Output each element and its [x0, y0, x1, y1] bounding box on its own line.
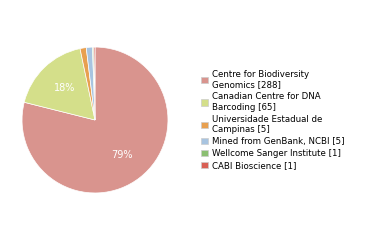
Wedge shape [86, 47, 95, 120]
Text: 79%: 79% [111, 150, 133, 160]
Wedge shape [22, 47, 168, 193]
Wedge shape [80, 48, 95, 120]
Text: 18%: 18% [54, 84, 75, 93]
Wedge shape [94, 47, 95, 120]
Wedge shape [92, 47, 95, 120]
Legend: Centre for Biodiversity
Genomics [288], Canadian Centre for DNA
Barcoding [65], : Centre for Biodiversity Genomics [288], … [200, 68, 346, 172]
Wedge shape [24, 48, 95, 120]
